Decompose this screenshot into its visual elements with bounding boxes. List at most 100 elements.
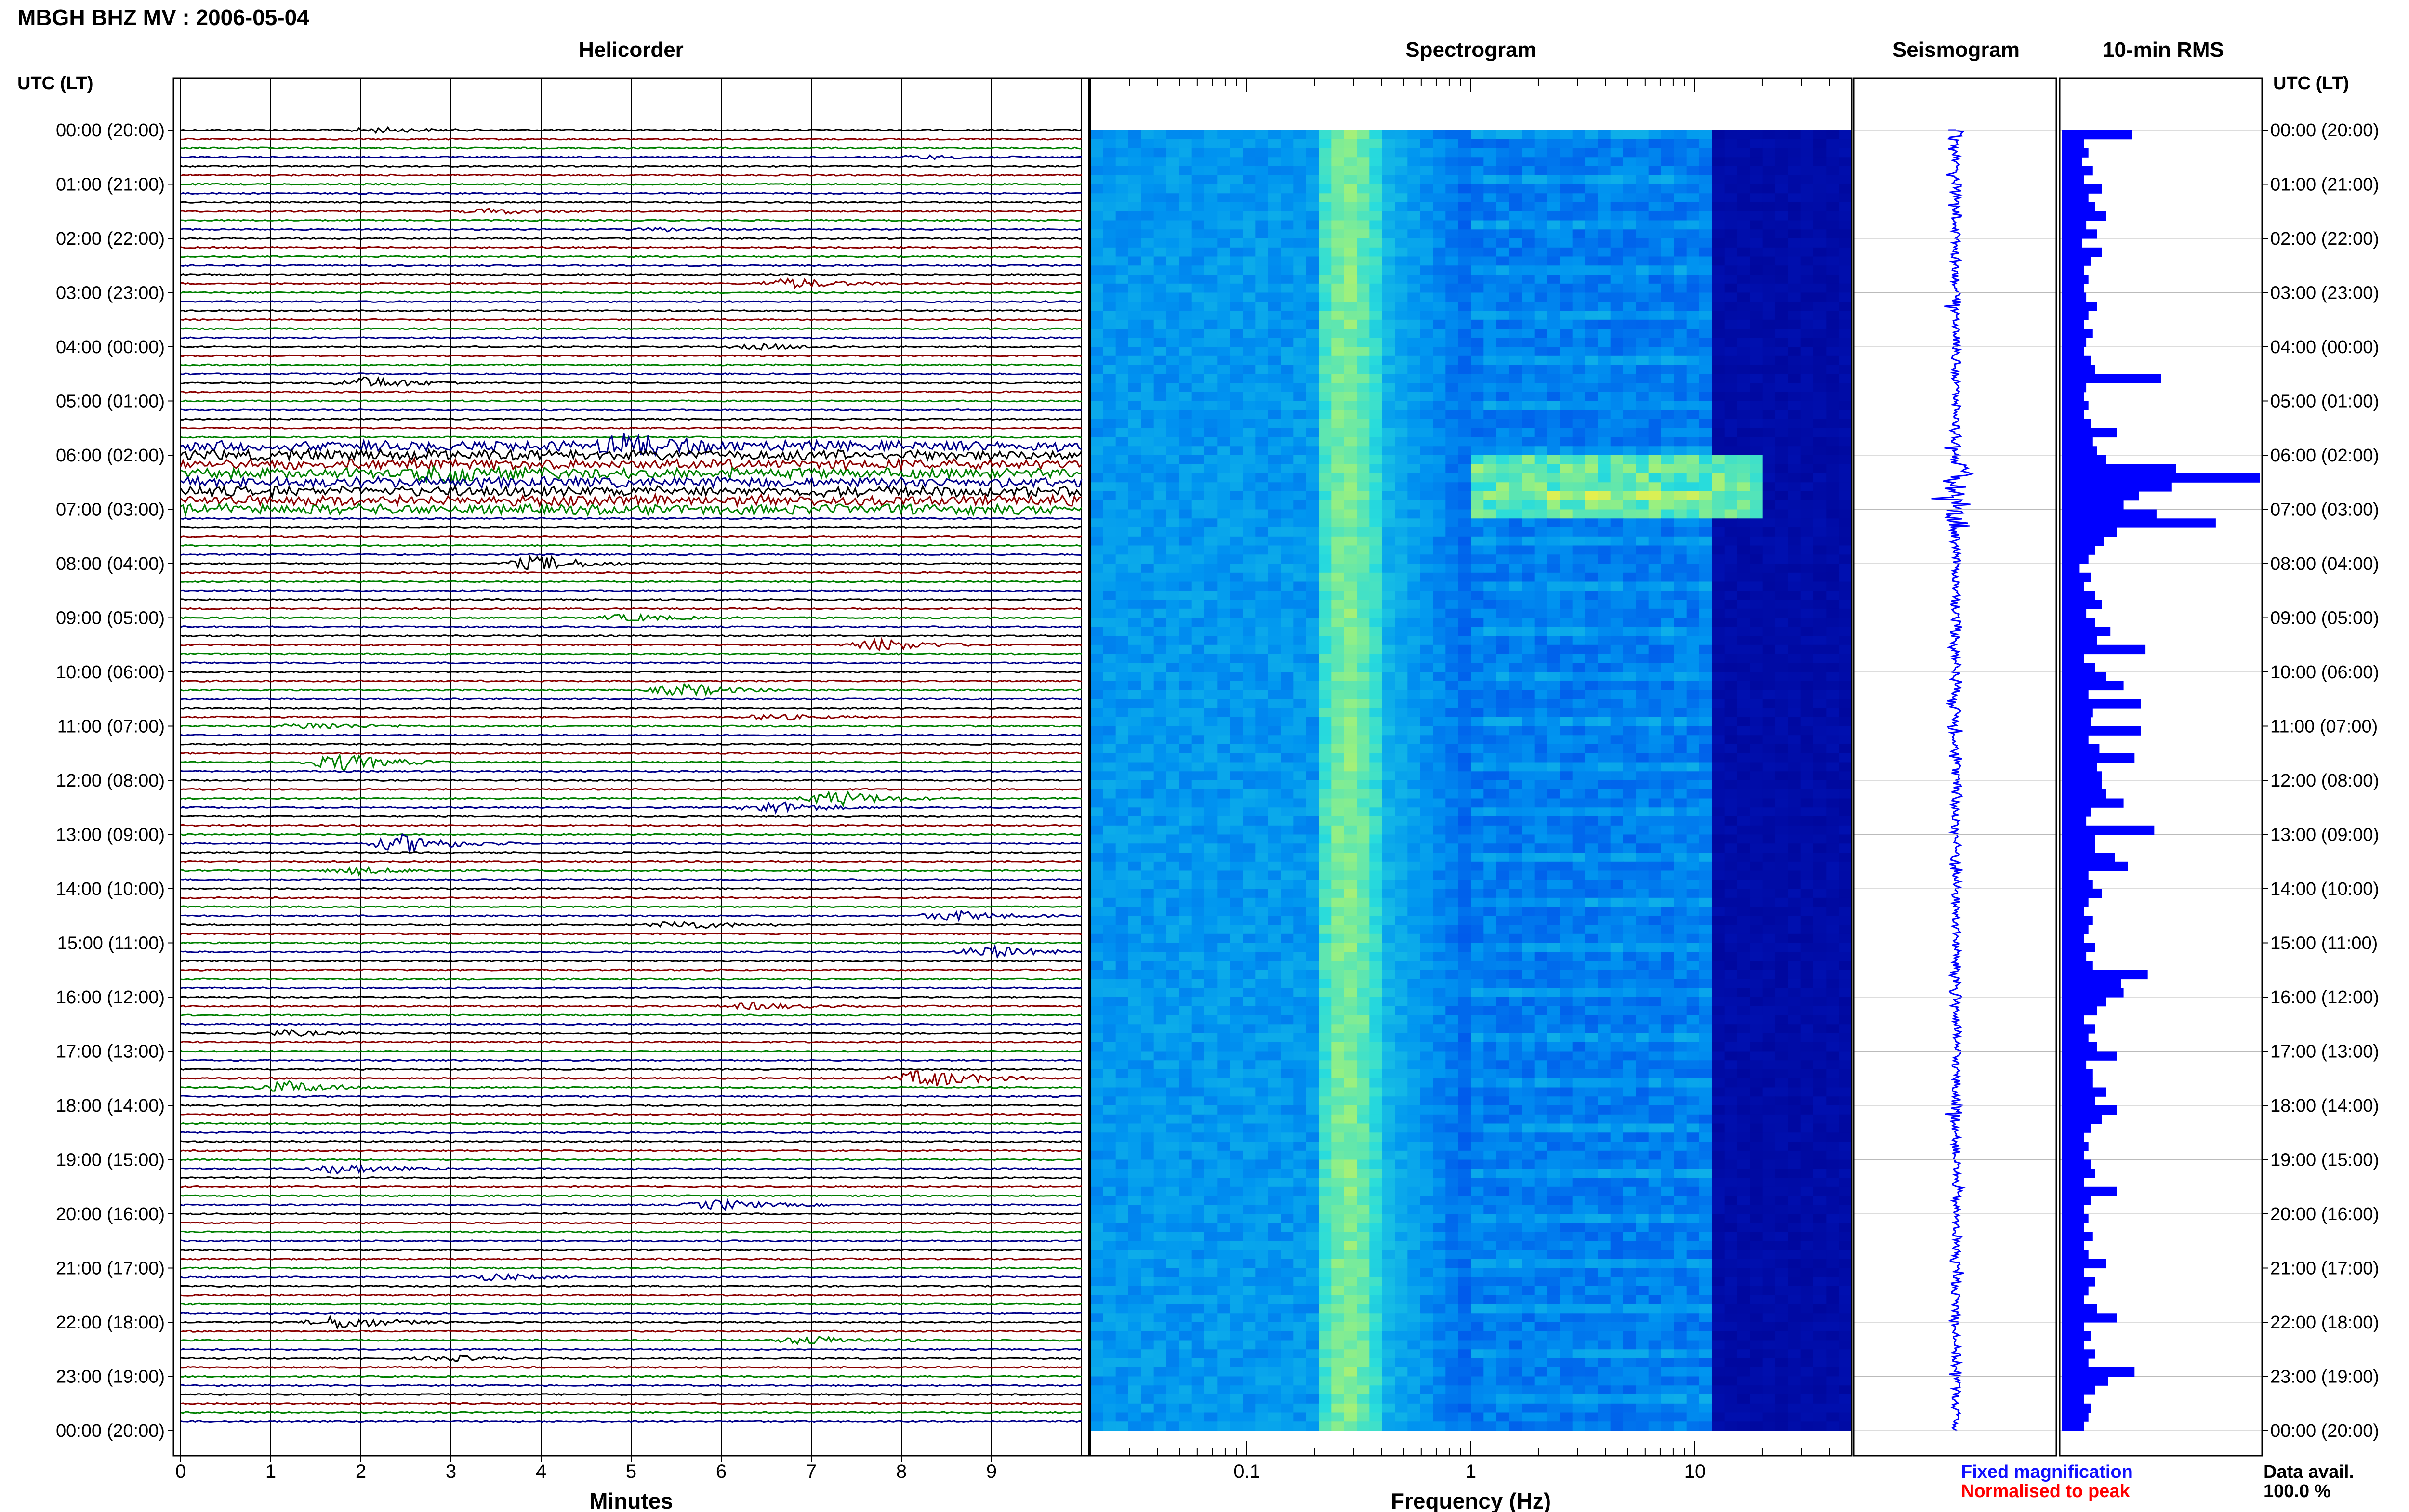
spectrogram-cell (1712, 392, 1725, 402)
spectrogram-cell (1737, 383, 1751, 393)
spectrogram-cell (1712, 383, 1725, 393)
spectrogram-cell (1255, 608, 1269, 618)
spectrogram-cell (1395, 545, 1408, 555)
spectrogram-cell (1674, 157, 1687, 167)
spectrogram-cell (1623, 816, 1637, 826)
spectrogram-cell (1572, 419, 1586, 429)
spectrogram-cell (1585, 663, 1599, 672)
spectrogram-cell (1281, 536, 1294, 546)
spectrogram-cell (1128, 302, 1142, 311)
spectrogram-cell (1610, 446, 1624, 456)
spectrogram-cell (1115, 283, 1129, 293)
spectrogram-cell (1090, 581, 1104, 591)
spectrogram-cell (1534, 139, 1548, 149)
spectrogram-cell (1204, 275, 1218, 284)
spectrogram-cell (1712, 581, 1725, 591)
spectrogram-cell (1395, 527, 1408, 537)
spectrogram-cell (1636, 600, 1649, 609)
spectrogram-cell (1483, 554, 1497, 564)
spectrogram-cell (1712, 636, 1725, 645)
spectrogram-cell (1737, 193, 1751, 203)
spectrogram-cell (1471, 500, 1484, 510)
spectrogram-cell (1674, 699, 1687, 709)
spectrogram-cell (1344, 410, 1357, 420)
spectrogram-cell (1813, 843, 1827, 853)
spectrogram-cell (1598, 401, 1611, 410)
spectrogram-cell (1800, 130, 1814, 140)
spectrogram-cell (1585, 428, 1599, 438)
spectrogram-cell (1293, 374, 1307, 383)
spectrogram-cell (1788, 265, 1801, 275)
spectrogram-cell (1800, 275, 1814, 284)
spectrogram-cell (1686, 798, 1700, 808)
spectrogram-cell (1344, 825, 1357, 835)
spectrogram-cell (1724, 608, 1738, 618)
spectrogram-cell (1204, 302, 1218, 311)
spectrogram-cell (1382, 564, 1395, 573)
helicorder-trace (180, 426, 1082, 430)
spectrogram-cell (1686, 735, 1700, 745)
spectrogram-cell (1458, 329, 1471, 338)
spectrogram-cell (1445, 202, 1459, 212)
spectrogram-cell (1636, 256, 1649, 266)
spectrogram-cell (1471, 275, 1484, 284)
spectrogram-cell (1420, 446, 1433, 456)
spectrogram-cell (1839, 175, 1852, 185)
spectrogram-cell (1395, 193, 1408, 203)
spectrogram-cell (1179, 419, 1192, 429)
spectrogram-cell (1547, 545, 1561, 555)
spectrogram-cell (1445, 302, 1459, 311)
spectrogram-cell (1357, 455, 1370, 465)
spectrogram-cell (1281, 319, 1294, 329)
spectrogram-cell (1115, 564, 1129, 573)
spectrogram-cell (1496, 816, 1509, 826)
spectrogram-cell (1293, 311, 1307, 320)
spectrogram-cell (1471, 473, 1484, 483)
spectrogram-cell (1433, 536, 1446, 546)
spectrogram-cell (1724, 798, 1738, 808)
spectrogram-cell (1661, 672, 1675, 682)
spectrogram-cell (1610, 690, 1624, 699)
spectrogram-cell (1712, 374, 1725, 383)
spectrogram-cell (1788, 735, 1801, 745)
spectrogram-cell (1674, 564, 1687, 573)
spectrogram-cell (1103, 355, 1116, 366)
spectrogram-cell (1153, 401, 1167, 410)
spectrogram-cell (1471, 410, 1484, 420)
spectrogram-cell (1433, 690, 1446, 699)
spectrogram-cell (1813, 536, 1827, 546)
spectrogram-cell (1128, 355, 1142, 366)
spectrogram-cell (1483, 717, 1497, 727)
spectrogram-cell (1191, 744, 1205, 754)
spectrogram-cell (1623, 139, 1637, 149)
spectrogram-cell (1166, 654, 1180, 663)
spectrogram-cell (1826, 509, 1840, 519)
spectrogram-cell (1547, 302, 1561, 311)
spectrogram-cell (1217, 491, 1231, 501)
spectrogram-cell (1179, 708, 1192, 718)
spectrogram-cell (1686, 527, 1700, 537)
spectrogram-cell (1281, 374, 1294, 383)
spectrogram-cell (1585, 825, 1599, 835)
spectrogram-cell (1141, 157, 1154, 167)
spectrogram-cell (1598, 130, 1611, 140)
spectrogram-cell (1775, 554, 1789, 564)
spectrogram-cell (1585, 464, 1599, 474)
spectrogram-cell (1483, 681, 1497, 691)
spectrogram-cell (1268, 338, 1281, 347)
spectrogram-cell (1433, 627, 1446, 636)
spectrogram-cell (1522, 437, 1535, 447)
spectrogram-cell (1191, 193, 1205, 203)
spectrogram-cell (1471, 166, 1484, 176)
spectrogram-cell (1762, 798, 1776, 808)
spectrogram-cell (1661, 464, 1675, 474)
spectrogram-cell (1661, 482, 1675, 492)
spectrogram-cell (1458, 275, 1471, 284)
spectrogram-cell (1331, 338, 1345, 347)
spectrogram-cell (1115, 329, 1129, 338)
spectrogram-cell (1128, 220, 1142, 230)
spectrogram-cell (1243, 699, 1256, 709)
spectrogram-cell (1623, 807, 1637, 817)
spectrogram-cell (1255, 527, 1269, 537)
spectrogram-cell (1522, 690, 1535, 699)
